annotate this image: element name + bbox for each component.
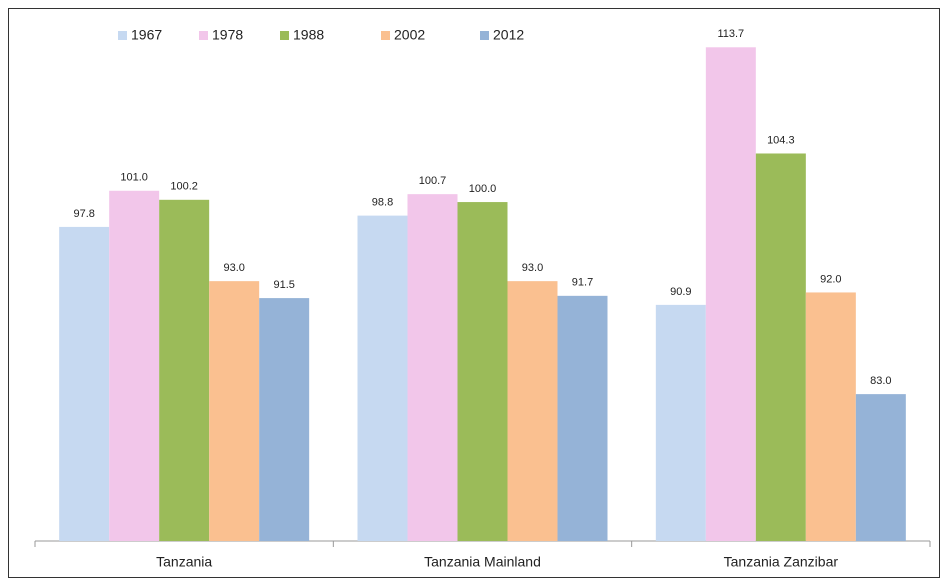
- legend-swatch: [480, 31, 489, 40]
- bar: [805, 292, 856, 541]
- value-label: 101.0: [120, 172, 148, 184]
- value-label: 83.0: [870, 375, 891, 387]
- value-label: 113.7: [717, 28, 744, 40]
- value-label: 91.7: [572, 277, 593, 289]
- legend-label: 1978: [212, 27, 243, 43]
- bar: [259, 298, 310, 541]
- legend-swatch: [381, 31, 390, 40]
- value-label: 91.5: [273, 279, 294, 291]
- legend-swatch: [199, 31, 208, 40]
- value-label: 93.0: [522, 262, 543, 274]
- value-label: 92.0: [820, 273, 841, 285]
- legend-swatch: [118, 31, 127, 40]
- bar: [855, 394, 906, 541]
- x-tick-label: Tanzania Mainland: [424, 554, 541, 570]
- x-tick-label: Tanzania Zanzibar: [724, 554, 839, 570]
- legend-label: 1967: [131, 27, 162, 43]
- bar: [507, 281, 558, 541]
- legend-label: 1988: [293, 27, 324, 43]
- value-label: 98.8: [372, 197, 393, 209]
- bar: [655, 304, 706, 541]
- bar: [457, 202, 508, 541]
- value-label: 100.2: [170, 181, 198, 193]
- legend-label: 2002: [394, 27, 425, 43]
- bar: [407, 194, 458, 541]
- value-label: 104.3: [767, 134, 795, 146]
- value-label: 97.8: [73, 208, 94, 220]
- value-label: 93.0: [223, 262, 244, 274]
- bar: [209, 281, 260, 541]
- value-label: 100.0: [469, 183, 497, 195]
- legend-label: 2012: [493, 27, 524, 43]
- bar: [159, 199, 210, 541]
- value-label: 100.7: [419, 175, 447, 187]
- value-label: 90.9: [670, 286, 691, 298]
- bar: [755, 153, 806, 541]
- legend-swatch: [280, 31, 289, 40]
- bar: [557, 295, 608, 541]
- x-tick-label: Tanzania: [156, 554, 212, 570]
- bar: [59, 226, 110, 542]
- bar: [109, 190, 160, 541]
- bar: [705, 47, 756, 541]
- bar: [357, 215, 408, 541]
